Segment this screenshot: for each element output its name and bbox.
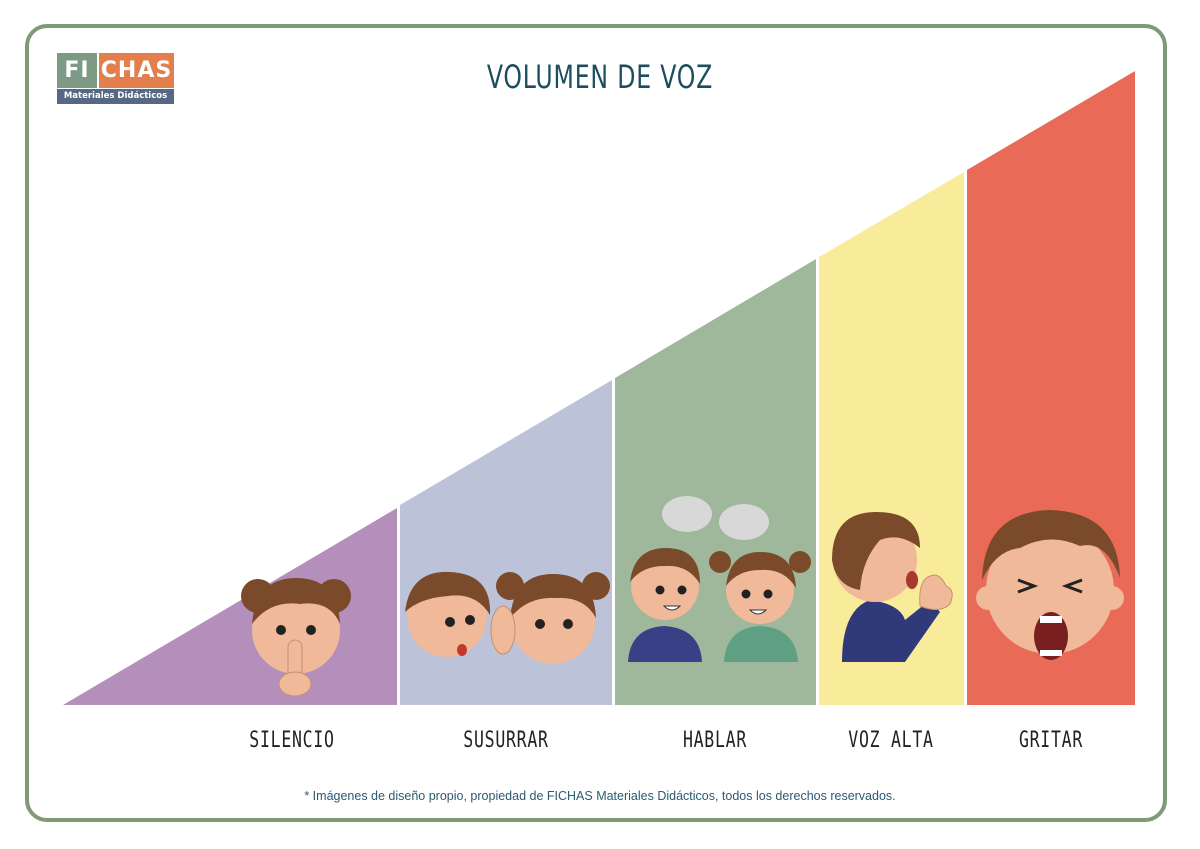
whispering-children-icon (405, 571, 610, 664)
boy-calling-icon (832, 512, 953, 662)
label-hablar: HABLAR (682, 728, 748, 753)
footnote: * Imágenes de diseño propio, propiedad d… (304, 789, 896, 803)
logo-chas: CHAS (99, 53, 174, 88)
talking-children-icon (628, 496, 811, 662)
segment-susurrar (400, 380, 612, 705)
page-title: VOLUMEN DE VOZ (486, 58, 714, 96)
label-gritar: GRITAR (1018, 728, 1084, 753)
logo-subtitle: Materiales Didácticos (57, 89, 174, 104)
label-silencio: SILENCIO (249, 728, 335, 753)
fichas-logo: FI CHAS Materiales Didácticos (57, 53, 174, 105)
label-voz-alta: VOZ ALTA (848, 728, 934, 753)
girl-shush-icon (241, 578, 351, 697)
boy-shouting-icon (976, 510, 1124, 660)
logo-fi: FI (57, 53, 97, 88)
label-susurrar: SUSURRAR (463, 728, 549, 753)
